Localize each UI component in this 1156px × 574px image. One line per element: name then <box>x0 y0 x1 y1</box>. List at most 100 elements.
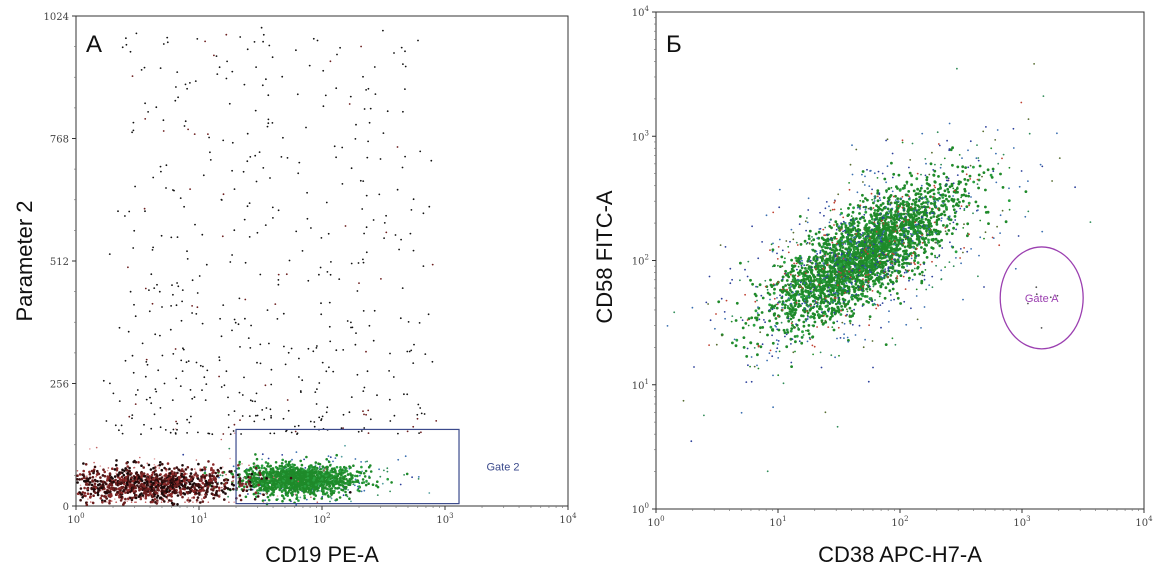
population-point <box>359 179 362 182</box>
population-point <box>898 247 902 251</box>
population-point <box>219 317 222 320</box>
population-point <box>108 499 111 503</box>
population-point <box>312 350 315 353</box>
population-point <box>206 369 209 372</box>
population-point <box>385 231 388 234</box>
population-point <box>750 316 754 320</box>
population-point <box>128 488 131 492</box>
population-point <box>887 187 891 191</box>
population-point <box>327 460 331 464</box>
population-halo-point <box>344 444 346 447</box>
population-point <box>331 484 335 488</box>
population-point <box>262 493 265 497</box>
population-point <box>247 337 250 339</box>
population-point <box>280 485 283 489</box>
population-point <box>134 496 138 500</box>
population-point <box>150 402 153 405</box>
population-point <box>84 483 88 486</box>
population-point <box>195 361 198 364</box>
population-point <box>301 483 305 486</box>
population-point <box>180 359 183 362</box>
population-point <box>126 491 130 495</box>
population-halo-point <box>291 458 293 461</box>
population-point <box>131 414 134 416</box>
population-point <box>335 349 338 352</box>
population-halo-point <box>89 501 92 503</box>
population-point <box>183 125 186 127</box>
population-point <box>254 466 258 470</box>
population-point <box>140 483 143 486</box>
population-point <box>238 494 242 497</box>
population-halo-point <box>231 480 234 483</box>
population-point <box>348 103 351 105</box>
population-point <box>312 493 316 496</box>
population-point <box>895 292 899 295</box>
population-point <box>188 482 192 486</box>
population-point <box>375 484 378 487</box>
population-point <box>386 477 390 481</box>
population-point <box>335 498 339 501</box>
population-point <box>264 384 267 387</box>
population-point <box>139 471 143 475</box>
population-point <box>101 474 105 477</box>
population-point <box>140 433 142 436</box>
population-point <box>961 199 965 203</box>
population-point <box>362 75 364 78</box>
population-point <box>128 469 131 473</box>
population-point <box>159 496 162 500</box>
population-halo-point <box>403 474 405 476</box>
population-point <box>383 222 386 224</box>
population-point <box>807 237 811 241</box>
population-point <box>922 251 926 255</box>
population-point <box>277 279 280 281</box>
population-point <box>338 278 341 280</box>
population-point <box>172 476 175 479</box>
population-point <box>135 393 137 396</box>
population-point <box>199 489 202 493</box>
population-point <box>759 345 763 349</box>
population-point <box>264 224 267 227</box>
population-point <box>287 409 290 412</box>
population-point <box>244 298 247 301</box>
population-halo-point <box>89 448 91 450</box>
population-point <box>360 465 363 469</box>
population-point <box>150 473 154 477</box>
population-point <box>159 334 161 337</box>
population-point <box>226 60 229 63</box>
population-point <box>199 364 202 367</box>
population-halo-point <box>314 464 317 467</box>
population-halo-point <box>353 484 356 487</box>
population-point <box>238 460 241 464</box>
population-point <box>342 480 345 484</box>
population-point <box>184 120 187 123</box>
population-point <box>308 488 312 492</box>
population-point <box>154 486 158 489</box>
population-point <box>901 262 904 266</box>
population-point <box>257 483 261 487</box>
population-point <box>301 250 304 252</box>
population-point <box>180 319 183 322</box>
population-point <box>118 326 121 329</box>
population-halo-point <box>187 497 190 499</box>
population-point <box>945 197 948 201</box>
population-point <box>310 472 314 476</box>
population-point <box>194 223 196 226</box>
population-point <box>267 94 270 97</box>
population-point <box>150 273 153 276</box>
population-point <box>417 403 420 406</box>
population-point <box>807 332 811 336</box>
population-point <box>206 488 209 492</box>
population-point <box>835 309 839 313</box>
population-point <box>316 388 318 390</box>
population-halo-point <box>404 455 407 458</box>
population-point <box>243 218 246 221</box>
population-point <box>793 304 797 307</box>
population-point <box>132 129 135 132</box>
population-point <box>294 425 296 428</box>
population-point <box>269 177 271 179</box>
population-point <box>76 474 79 478</box>
population-halo-point <box>229 457 231 460</box>
population-point <box>266 464 269 468</box>
population-point <box>264 461 268 464</box>
population-point <box>272 490 275 494</box>
